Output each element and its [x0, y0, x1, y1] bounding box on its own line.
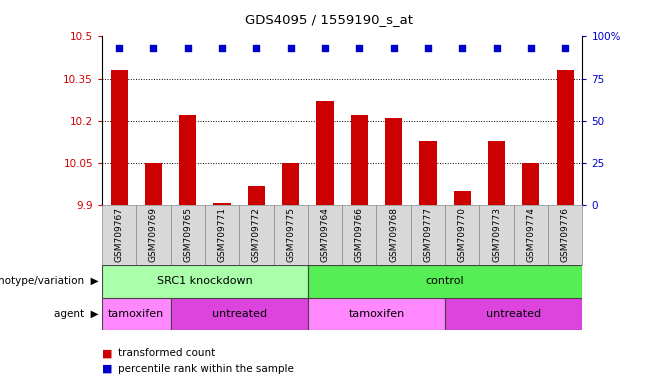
Bar [342, 205, 376, 265]
Text: SRC1 knockdown: SRC1 knockdown [157, 276, 253, 286]
Text: GSM709765: GSM709765 [184, 207, 192, 262]
Text: untreated: untreated [212, 309, 266, 319]
Point [388, 45, 399, 51]
Point [457, 45, 467, 51]
Bar [240, 205, 274, 265]
Point [526, 45, 536, 51]
Bar [170, 205, 205, 265]
Bar [376, 205, 411, 265]
Text: GSM709777: GSM709777 [424, 207, 432, 262]
Text: ■: ■ [102, 348, 113, 358]
Bar [557, 70, 574, 205]
Text: GSM709769: GSM709769 [149, 207, 158, 262]
Bar [453, 191, 471, 205]
Bar [136, 205, 170, 265]
Bar [411, 205, 445, 265]
Text: GSM709764: GSM709764 [320, 207, 330, 262]
Text: GSM709775: GSM709775 [286, 207, 295, 262]
Point [320, 45, 330, 51]
Text: genotype/variation  ▶: genotype/variation ▶ [0, 276, 99, 286]
Text: GSM709767: GSM709767 [114, 207, 124, 262]
Text: GSM709768: GSM709768 [389, 207, 398, 262]
Point [286, 45, 296, 51]
Point [560, 45, 570, 51]
Bar [102, 265, 308, 298]
Text: GSM709770: GSM709770 [458, 207, 467, 262]
Text: tamoxifen: tamoxifen [108, 309, 164, 319]
Bar [548, 205, 582, 265]
Bar [248, 186, 265, 205]
Bar [170, 298, 308, 330]
Point [354, 45, 365, 51]
Text: ■: ■ [102, 364, 113, 374]
Bar [308, 205, 342, 265]
Bar [145, 163, 162, 205]
Text: GSM709773: GSM709773 [492, 207, 501, 262]
Bar [102, 205, 136, 265]
Bar [385, 118, 402, 205]
Text: GSM709766: GSM709766 [355, 207, 364, 262]
Bar [514, 205, 548, 265]
Bar [419, 141, 436, 205]
Text: untreated: untreated [486, 309, 542, 319]
Bar [274, 205, 308, 265]
Bar [213, 203, 231, 205]
Point [114, 45, 124, 51]
Text: GSM709772: GSM709772 [252, 207, 261, 262]
Bar [179, 115, 196, 205]
Point [216, 45, 228, 51]
Point [492, 45, 502, 51]
Bar [316, 101, 334, 205]
Bar [308, 298, 445, 330]
Bar [102, 298, 170, 330]
Text: percentile rank within the sample: percentile rank within the sample [118, 364, 294, 374]
Text: transformed count: transformed count [118, 348, 216, 358]
Bar [480, 205, 514, 265]
Bar [488, 141, 505, 205]
Bar [111, 70, 128, 205]
Bar [205, 205, 240, 265]
Point [182, 45, 193, 51]
Bar [445, 205, 480, 265]
Text: agent  ▶: agent ▶ [54, 309, 99, 319]
Bar [351, 115, 368, 205]
Bar [308, 265, 582, 298]
Text: GSM709771: GSM709771 [218, 207, 226, 262]
Bar [522, 163, 540, 205]
Point [422, 45, 433, 51]
Point [251, 45, 262, 51]
Bar [282, 163, 299, 205]
Point [148, 45, 159, 51]
Text: GSM709776: GSM709776 [561, 207, 570, 262]
Text: GSM709774: GSM709774 [526, 207, 536, 262]
Text: control: control [426, 276, 465, 286]
Text: tamoxifen: tamoxifen [348, 309, 405, 319]
Text: GDS4095 / 1559190_s_at: GDS4095 / 1559190_s_at [245, 13, 413, 26]
Bar [445, 298, 582, 330]
